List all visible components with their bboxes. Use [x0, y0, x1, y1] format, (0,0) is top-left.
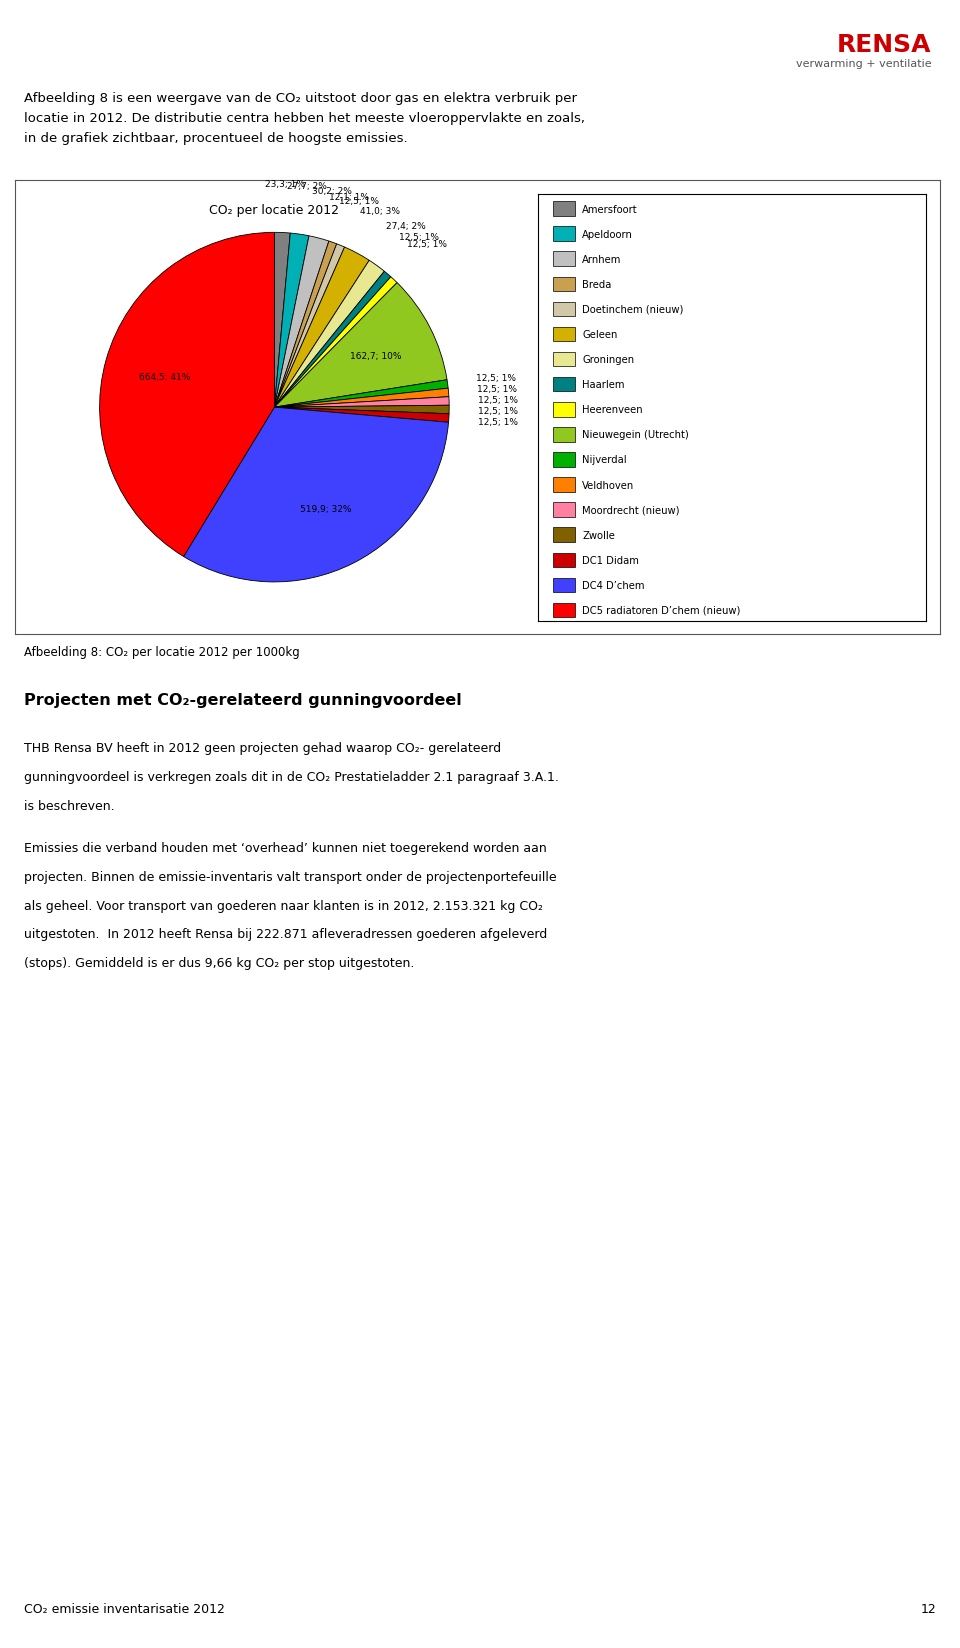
- Text: 12,5; 1%: 12,5; 1%: [407, 241, 447, 249]
- Bar: [553, 353, 575, 368]
- Bar: [553, 527, 575, 542]
- Bar: [553, 328, 575, 343]
- Text: Afbeelding 8 is een weergave van de CO₂ uitstoot door gas en elektra verbruik pe: Afbeelding 8 is een weergave van de CO₂ …: [24, 92, 577, 105]
- Wedge shape: [275, 389, 449, 407]
- Wedge shape: [275, 237, 329, 407]
- Wedge shape: [275, 232, 290, 407]
- Text: Apeldoorn: Apeldoorn: [583, 229, 634, 239]
- Text: Doetinchem (nieuw): Doetinchem (nieuw): [583, 305, 684, 315]
- Bar: [553, 303, 575, 316]
- Wedge shape: [275, 234, 309, 407]
- Wedge shape: [275, 242, 337, 407]
- Text: 12,5; 1%: 12,5; 1%: [399, 232, 440, 242]
- Text: CO₂ per locatie 2012: CO₂ per locatie 2012: [209, 204, 339, 218]
- Text: THB Rensa BV heeft in 2012 geen projecten gehad waarop CO₂- gerelateerd: THB Rensa BV heeft in 2012 geen projecte…: [24, 742, 501, 755]
- Text: verwarming + ventilatie: verwarming + ventilatie: [796, 59, 931, 69]
- Text: Afbeelding 8: CO₂ per locatie 2012 per 1000kg: Afbeelding 8: CO₂ per locatie 2012 per 1…: [24, 646, 300, 659]
- Text: 519,9; 32%: 519,9; 32%: [300, 504, 351, 514]
- Text: Breda: Breda: [583, 280, 612, 290]
- Text: 12,1; 1%: 12,1; 1%: [329, 193, 370, 201]
- Text: Nieuwegein (Utrecht): Nieuwegein (Utrecht): [583, 430, 689, 440]
- Wedge shape: [275, 244, 345, 407]
- Text: 23,3; 1%: 23,3; 1%: [265, 180, 304, 190]
- Wedge shape: [275, 272, 391, 407]
- Bar: [553, 578, 575, 593]
- Text: Haarlem: Haarlem: [583, 381, 625, 391]
- Text: 12,5; 1%: 12,5; 1%: [478, 396, 518, 404]
- Bar: [553, 503, 575, 517]
- Wedge shape: [275, 381, 448, 407]
- Bar: [553, 252, 575, 267]
- Text: 12,5; 1%: 12,5; 1%: [476, 374, 516, 382]
- Wedge shape: [275, 405, 449, 415]
- Bar: [553, 603, 575, 618]
- Bar: [553, 478, 575, 493]
- Text: 12: 12: [921, 1602, 936, 1615]
- Bar: [553, 402, 575, 417]
- Text: Zwolle: Zwolle: [583, 531, 615, 541]
- Text: 12,5; 1%: 12,5; 1%: [339, 196, 379, 206]
- Wedge shape: [275, 283, 447, 407]
- Text: projecten. Binnen de emissie-inventaris valt transport onder de projectenportefe: projecten. Binnen de emissie-inventaris …: [24, 870, 557, 883]
- Wedge shape: [275, 407, 449, 424]
- Text: Veldhoven: Veldhoven: [583, 480, 635, 489]
- Text: CO₂ emissie inventarisatie 2012: CO₂ emissie inventarisatie 2012: [24, 1602, 225, 1615]
- Text: 12,5; 1%: 12,5; 1%: [478, 407, 518, 415]
- Wedge shape: [183, 407, 448, 582]
- Text: 41,0; 3%: 41,0; 3%: [360, 206, 400, 216]
- Bar: [553, 428, 575, 442]
- Text: CO₂-PRESTATIELADDER®: CO₂-PRESTATIELADDER®: [34, 46, 134, 56]
- Text: RENSA: RENSA: [837, 33, 931, 58]
- Text: Heerenveen: Heerenveen: [583, 405, 643, 415]
- Text: Groningen: Groningen: [583, 354, 635, 364]
- Bar: [553, 203, 575, 216]
- Text: 27,7; 2%: 27,7; 2%: [287, 183, 326, 191]
- Wedge shape: [275, 260, 384, 407]
- Bar: [553, 227, 575, 242]
- Text: locatie in 2012. De distributie centra hebben het meeste vloeroppervlakte en zoa: locatie in 2012. De distributie centra h…: [24, 112, 585, 125]
- Text: is beschreven.: is beschreven.: [24, 799, 114, 812]
- Bar: [553, 453, 575, 468]
- Text: Moordrecht (nieuw): Moordrecht (nieuw): [583, 506, 680, 516]
- Wedge shape: [100, 232, 275, 557]
- Text: Amersfoort: Amersfoort: [583, 204, 638, 214]
- Text: Projecten met CO₂-gerelateerd gunningvoordeel: Projecten met CO₂-gerelateerd gunningvoo…: [24, 692, 462, 707]
- Text: 664,5; 41%: 664,5; 41%: [139, 372, 191, 382]
- Text: 30,2; 2%: 30,2; 2%: [312, 188, 351, 196]
- Bar: [553, 377, 575, 392]
- Text: (stops). Gemiddeld is er dus 9,66 kg CO₂ per stop uitgestoten.: (stops). Gemiddeld is er dus 9,66 kg CO₂…: [24, 956, 415, 969]
- Text: Geleen: Geleen: [583, 330, 617, 339]
- Text: gunningvoordeel is verkregen zoals dit in de CO₂ Prestatieladder 2.1 paragraaf 3: gunningvoordeel is verkregen zoals dit i…: [24, 771, 559, 783]
- Text: Nijverdal: Nijverdal: [583, 455, 627, 465]
- Wedge shape: [275, 247, 370, 407]
- Text: uitgestoten.  In 2012 heeft Rensa bij 222.871 afleveradressen goederen afgelever: uitgestoten. In 2012 heeft Rensa bij 222…: [24, 928, 547, 941]
- Text: 12,5; 1%: 12,5; 1%: [477, 384, 517, 394]
- Text: 27,4; 2%: 27,4; 2%: [386, 222, 425, 231]
- Text: DC5 radiatoren D’chem (nieuw): DC5 radiatoren D’chem (nieuw): [583, 605, 741, 616]
- Wedge shape: [275, 277, 397, 407]
- Text: Emissies die verband houden met ‘overhead’ kunnen niet toegerekend worden aan: Emissies die verband houden met ‘overhea…: [24, 840, 547, 854]
- Text: DC1 Didam: DC1 Didam: [583, 555, 639, 565]
- Wedge shape: [275, 397, 449, 407]
- Text: in de grafiek zichtbaar, procentueel de hoogste emissies.: in de grafiek zichtbaar, procentueel de …: [24, 132, 408, 145]
- Text: Arnhem: Arnhem: [583, 254, 622, 265]
- Text: DC4 D’chem: DC4 D’chem: [583, 580, 645, 590]
- Text: 162,7; 10%: 162,7; 10%: [349, 351, 401, 361]
- Bar: [553, 277, 575, 292]
- Text: 12,5; 1%: 12,5; 1%: [478, 417, 517, 427]
- Text: als geheel. Voor transport van goederen naar klanten is in 2012, 2.153.321 kg CO: als geheel. Voor transport van goederen …: [24, 900, 543, 911]
- Bar: [553, 554, 575, 567]
